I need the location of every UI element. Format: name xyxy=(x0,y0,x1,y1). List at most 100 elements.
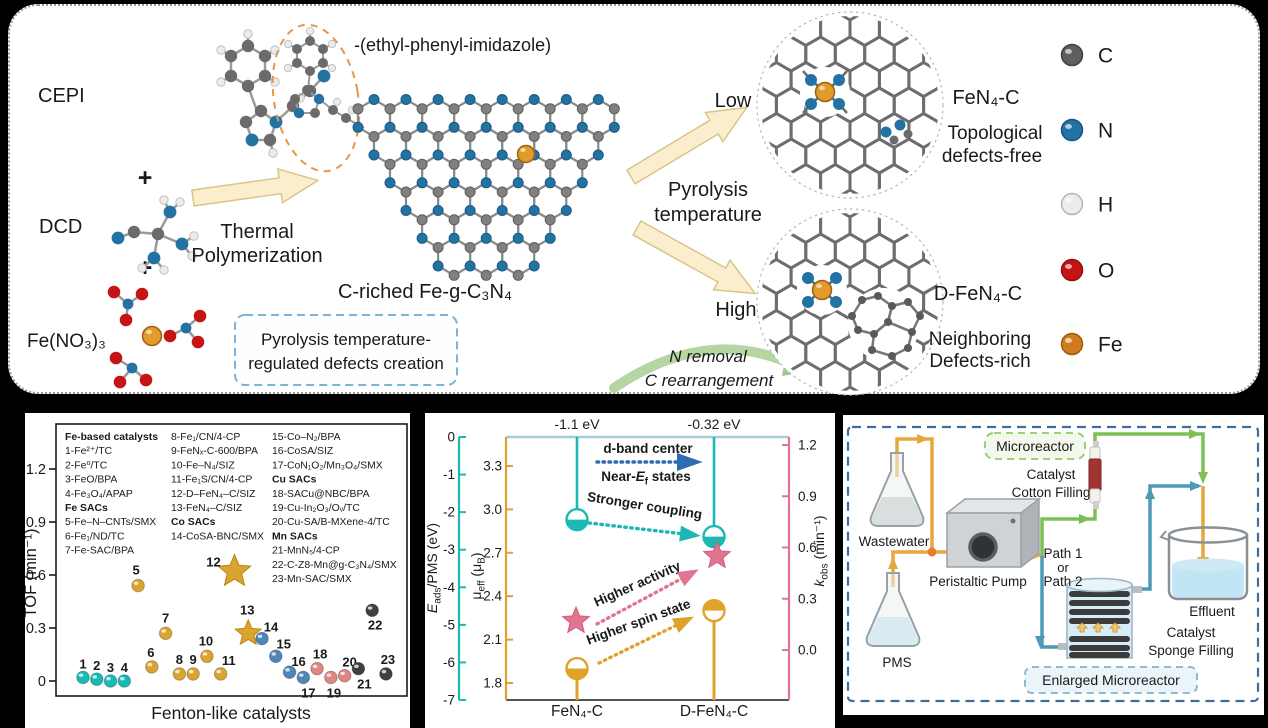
atom-legend-label: Fe xyxy=(1098,334,1123,357)
sponge-microreactor xyxy=(1058,577,1142,659)
cotton-filling-label1: Catalyst xyxy=(1027,467,1076,482)
y-tick-label: 0.9 xyxy=(26,515,46,531)
dband-value-label: -1.1 eV xyxy=(554,416,600,432)
data-point-15 xyxy=(268,649,283,664)
data-point-20 xyxy=(337,668,352,683)
point-label: 6 xyxy=(147,645,154,660)
reactant-fenitrate-label: Fe(NO₃)₃ xyxy=(27,331,106,352)
legend-item: Mn SACs xyxy=(272,531,318,542)
pendant-highlight-ellipse xyxy=(271,23,361,173)
point-label: 10 xyxy=(199,633,213,648)
fen4c-desc1: Topological xyxy=(947,123,1042,144)
effluent-label: Effluent xyxy=(1189,604,1235,619)
diagram-border xyxy=(846,425,1260,703)
point-label: 9 xyxy=(190,652,197,667)
thermal-label-line1: Thermal xyxy=(220,221,293,243)
wastewater-flask xyxy=(869,452,925,527)
gc3n4-lattice xyxy=(352,94,620,281)
dband-annotation-line1: d-band center xyxy=(603,441,693,456)
rearrangement-arrow xyxy=(609,344,801,393)
cotton-filling-label2: Cotton Filling xyxy=(1012,485,1091,500)
comparison-chart-panel: 0 -1 -2 -3 -4 -5 -6 -7 3.3 3.0 2.7 2.4 2.1 1.8 1.2 0.9 0… xyxy=(425,413,835,728)
H-atom-icon xyxy=(1060,192,1084,216)
eads-tick-label: -1 xyxy=(443,467,455,482)
data-point-23 xyxy=(379,667,393,681)
y-axis-label: TOF (min⁻¹) xyxy=(25,528,40,617)
flow-direction-arrows xyxy=(1075,622,1122,633)
mueff-tick-label: 2.7 xyxy=(483,545,502,560)
note-line2: regulated defects creation xyxy=(248,354,444,373)
legend-item: 7-Fe-SAC/BPA xyxy=(65,546,134,557)
pms-label: PMS xyxy=(882,655,911,670)
kobs-star-marker xyxy=(702,540,732,569)
eads-axis-label: Eads/PMS (eV) xyxy=(425,523,444,613)
kobs-tick-label: 0.9 xyxy=(798,489,817,504)
fen4c-desc2: defects-free xyxy=(942,146,1042,167)
mueff-tick-label: 1.8 xyxy=(483,676,502,691)
plot-frame xyxy=(55,423,408,697)
N-atom-icon xyxy=(1060,118,1084,142)
wastewater-label: Wastewater xyxy=(859,534,930,549)
data-point-9 xyxy=(186,667,200,681)
legend-item: 9-FeNₓ-C-600/BPA xyxy=(171,446,258,457)
legend-item: 15-Co–N₂/BPA xyxy=(272,432,341,443)
legend-item: 17-CoN₁O₂/Mn₃O₄/SMX xyxy=(272,460,383,471)
legend-item: 22-C-Z8-Mn@g-C₃N₄/SMX xyxy=(272,560,397,571)
data-point-19 xyxy=(324,670,338,685)
legend-item: 13-FeN₄–C/SIZ xyxy=(171,503,243,514)
point-label: 18 xyxy=(313,647,327,662)
annotation-arrow xyxy=(597,618,689,665)
legend-item: 12-D–FeN₄–C/SIZ xyxy=(171,489,256,500)
point-label: 2 xyxy=(93,658,100,673)
data-point-1 xyxy=(76,670,90,685)
C-atom-icon xyxy=(1060,43,1084,67)
reactant-cepi-label: CEPI xyxy=(38,85,85,107)
data-point-7 xyxy=(158,626,173,641)
dfen4c-name: D-FeN₄-C xyxy=(934,283,1022,305)
point-label: 12 xyxy=(206,554,220,569)
point-label: 8 xyxy=(176,652,183,667)
annotation-arrow xyxy=(587,521,695,537)
plus-sign-1: + xyxy=(138,164,153,192)
pms-flask xyxy=(865,572,921,647)
product-label: C-riched Fe-g-C₃N₄ xyxy=(338,281,512,303)
legend-item: 21-MnN₅/4-CP xyxy=(272,546,340,557)
legend-item: 3-FeO/BPA xyxy=(65,475,117,486)
mueff-axis-label: μeff (μB) xyxy=(468,552,488,599)
pump-rotor-knob xyxy=(968,532,998,562)
atom-legend-label: H xyxy=(1098,194,1113,217)
mueff-tick-label: 3.0 xyxy=(483,502,502,517)
or-label: or xyxy=(1057,560,1069,575)
path1-label: Path 1 xyxy=(1043,546,1082,561)
topological-defect-region xyxy=(848,288,924,360)
atom-legend-item-C: C xyxy=(1060,43,1113,68)
coupling-annotation: Stronger coupling xyxy=(586,489,703,522)
category-label: D-FeN₄-C xyxy=(680,703,748,720)
data-point-21 xyxy=(351,661,366,676)
mueff-tick-label: 2.4 xyxy=(483,589,502,604)
legend-item: 4-Fe₃O₄/APAP xyxy=(65,489,133,500)
annotation-arrow xyxy=(595,571,694,626)
atom-legend-label: O xyxy=(1098,260,1114,283)
legend-item: 2-Fe⁰/TC xyxy=(65,460,108,471)
legend-item: 11-Fe₁S/CN/4-CP xyxy=(171,475,252,486)
data-point-10 xyxy=(200,649,214,664)
data-point-11 xyxy=(213,667,228,681)
data-point-4 xyxy=(117,674,132,688)
kobs-tick-label: 1.2 xyxy=(798,438,817,453)
legend-item: 14-CoSA-BNC/SMX xyxy=(171,531,264,542)
microreactor-diagram-panel: Wastewater PMS Peristaltic Pump Microrea… xyxy=(843,415,1264,715)
point-label: 22 xyxy=(368,617,382,632)
mixing-junction-dot xyxy=(927,547,937,557)
eads-tick-label: -5 xyxy=(443,617,455,632)
high-label: High xyxy=(715,299,756,321)
reaction-arrow xyxy=(191,167,320,207)
eads-tick-label: 0 xyxy=(447,430,455,445)
dband-value-label: -0.32 eV xyxy=(688,416,742,432)
dfen4c-desc2: Defects-rich xyxy=(929,351,1030,372)
legend-item: 19-Cu-In₂O₃/Oᵥ/TC xyxy=(272,503,360,514)
O-atom-icon xyxy=(1060,258,1084,282)
flow-arrowheads xyxy=(888,429,1209,648)
dfen4-site xyxy=(797,265,847,315)
